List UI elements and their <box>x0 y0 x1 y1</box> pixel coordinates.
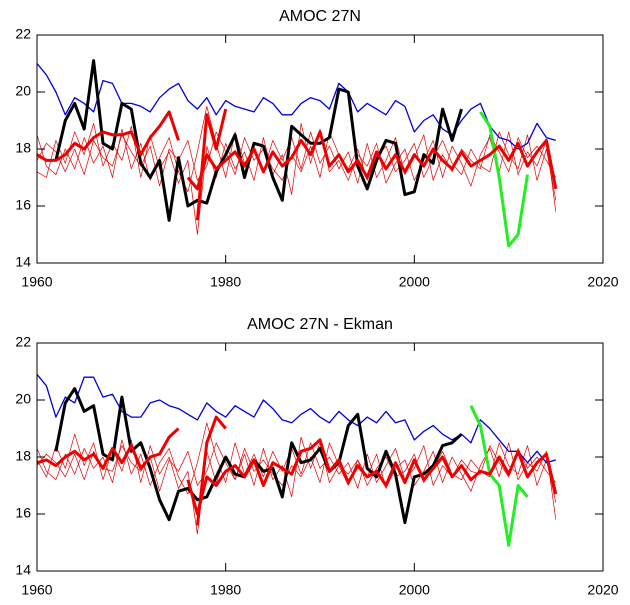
x-tick-label: 1960 <box>21 274 52 290</box>
x-tick-label: 2020 <box>587 274 618 290</box>
chart-title: AMOC 27N <box>279 8 361 25</box>
series-line <box>36 433 557 535</box>
y-tick-label: 14 <box>15 254 31 270</box>
series-line <box>36 110 180 162</box>
y-tick-label: 22 <box>15 26 31 42</box>
x-tick-label: 1960 <box>21 582 52 598</box>
y-tick-label: 20 <box>15 83 31 99</box>
x-tick-label: 2000 <box>399 582 430 598</box>
x-tick-label: 1980 <box>210 274 241 290</box>
plot-frame <box>36 342 604 572</box>
x-tick-label: 1980 <box>210 582 241 598</box>
y-tick-label: 14 <box>15 562 31 578</box>
series-line <box>36 442 557 503</box>
series-line <box>54 59 463 222</box>
y-tick-label: 16 <box>15 505 31 521</box>
series-line <box>195 415 227 526</box>
x-tick-label: 2000 <box>399 274 430 290</box>
series-line <box>186 438 558 516</box>
series-line <box>36 422 557 495</box>
y-tick-label: 18 <box>15 448 31 464</box>
y-tick-label: 20 <box>15 391 31 407</box>
y-tick-label: 18 <box>15 140 31 156</box>
series-line <box>186 130 558 191</box>
series-line <box>469 405 529 547</box>
series-line <box>36 123 557 235</box>
x-tick-label: 2020 <box>587 582 618 598</box>
series-line <box>36 131 557 201</box>
chart-title: AMOC 27N - Ekman <box>247 316 393 333</box>
series-line <box>479 111 529 248</box>
y-tick-label: 16 <box>15 197 31 213</box>
series-line <box>36 427 180 470</box>
y-tick-label: 22 <box>15 334 31 350</box>
